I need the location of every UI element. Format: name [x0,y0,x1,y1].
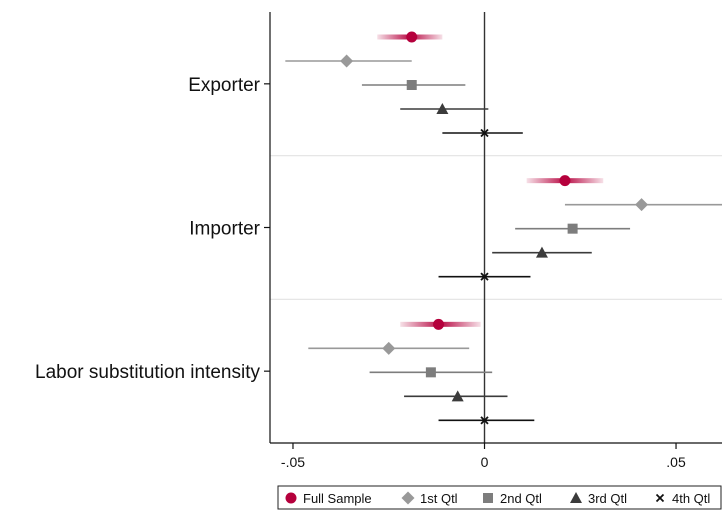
data-point [535,246,548,258]
data-point [425,367,436,378]
data-point [559,175,571,187]
legend-label: 1st Qtl [420,491,458,506]
legend-item: 2nd Qtl [483,491,542,506]
data-point [480,128,489,138]
x-tick-label: -.05 [281,454,305,470]
legend-label: 2nd Qtl [500,491,542,506]
data-point [436,103,449,114]
legend-item: Full Sample [285,491,372,506]
data-point [635,198,649,212]
legend-marker [483,493,493,503]
data-point [382,341,396,355]
x-tick-label: 0 [481,454,489,470]
legend-marker [655,493,665,503]
data-point [480,416,489,425]
data-point [406,80,417,90]
legend-label: 4th Qtl [672,491,710,506]
data-point [480,272,489,281]
legend-marker [285,492,297,504]
legend-item: 1st Qtl [401,491,458,506]
x-tick-label: .05 [666,454,686,470]
data-point [433,318,445,330]
legend-marker [401,491,415,505]
legend-label: Full Sample [303,491,372,506]
legend-marker [570,492,582,503]
data-point [340,54,354,68]
data-point [406,31,418,43]
data-point [451,390,464,402]
data-point [567,223,578,234]
category-label: Labor substitution intensity [35,362,260,383]
legend-box [277,485,722,510]
legend-label: 3rd Qtl [588,491,627,506]
category-label: Exporter [188,75,260,96]
category-label: Importer [189,219,260,240]
legend-item: 3rd Qtl [570,491,627,506]
legend-item: 4th Qtl [655,491,710,506]
